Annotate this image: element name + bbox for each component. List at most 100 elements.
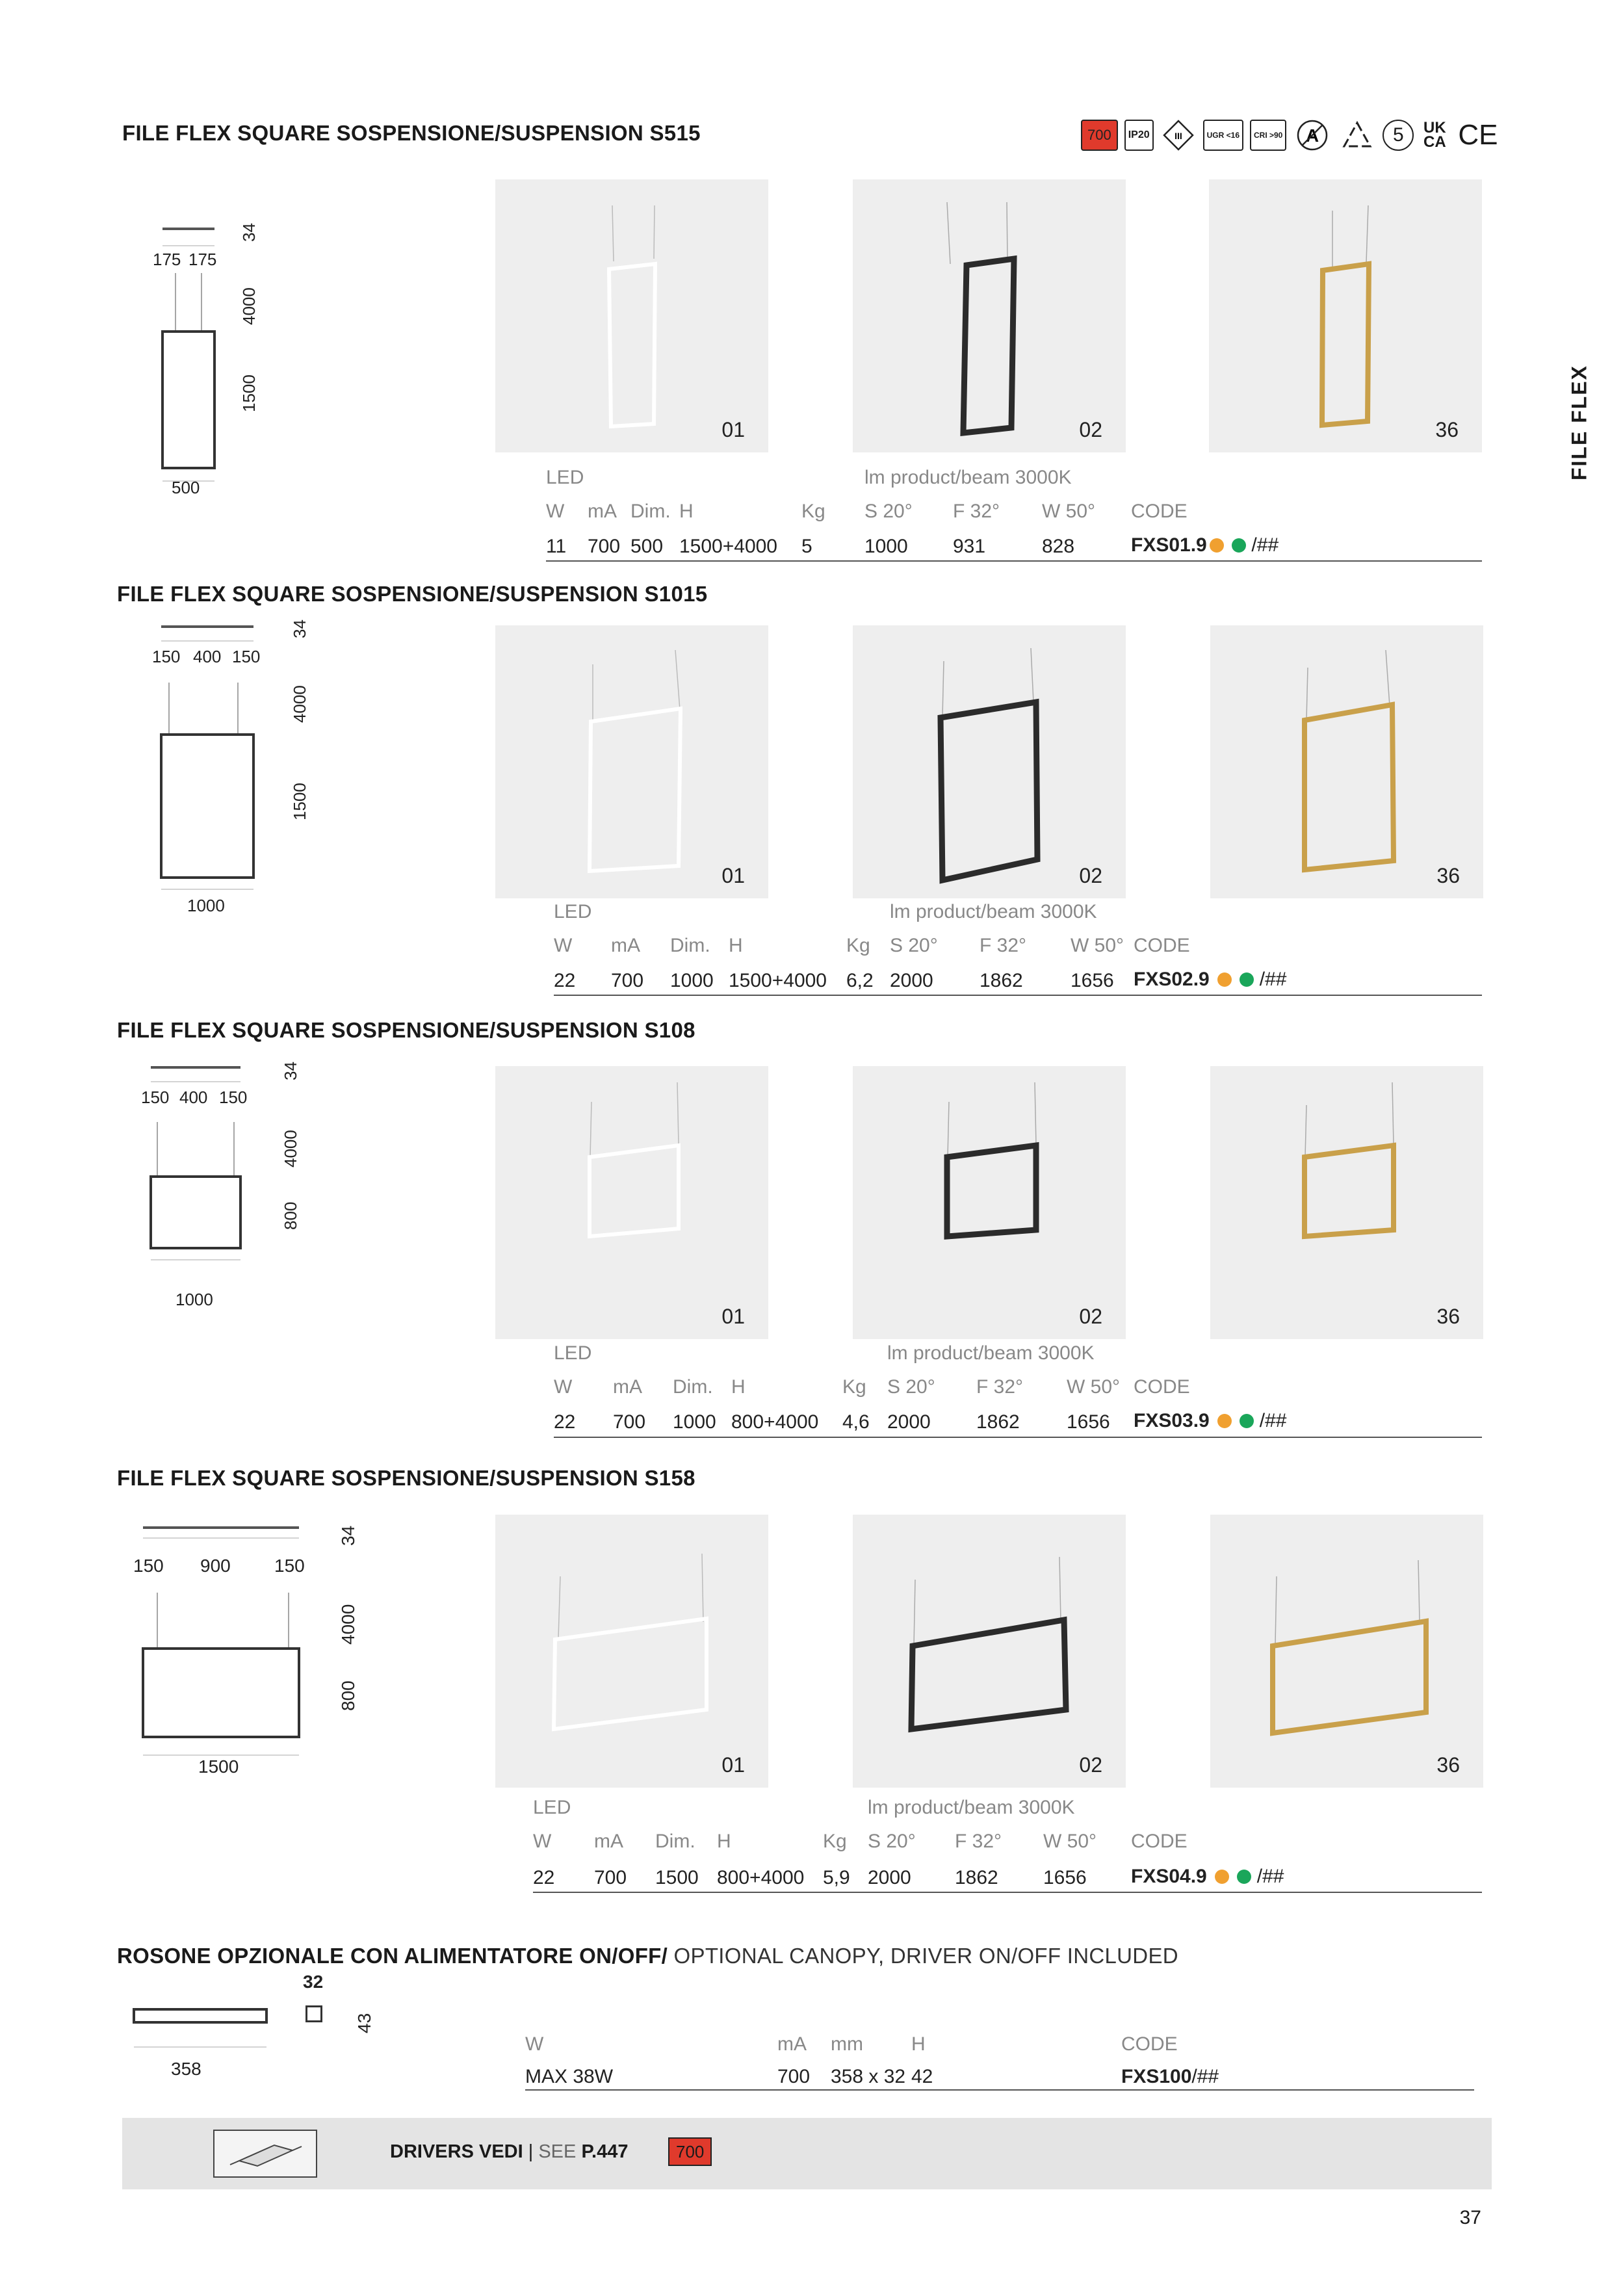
class-iii-icon: III	[1160, 120, 1197, 151]
spec-header-w: W	[554, 935, 573, 956]
dim-depth: 34	[281, 1062, 300, 1080]
recycle-icon	[1338, 120, 1376, 151]
spec-value-w: 22	[533, 1867, 555, 1888]
green-dot-icon	[1232, 538, 1247, 553]
certification-icons: 700 IP20 III UGR <16 CRI >90 A 5 UK CA C…	[1081, 116, 1500, 155]
spec-group-lumen: lm product/beam 3000K	[890, 901, 1097, 922]
energy-class-icon: A	[1293, 120, 1332, 151]
spec-value-ma: 700	[611, 970, 644, 991]
dim-top-2: 900	[200, 1556, 231, 1576]
dim-depth: 34	[239, 223, 259, 242]
green-dot-icon	[1237, 1870, 1252, 1884]
spec-header-w: W	[554, 1376, 573, 1398]
spec-value-dim: 1000	[670, 970, 714, 991]
spec-value-dim: 500	[630, 536, 664, 557]
spec-value-f32: 1862	[955, 1867, 998, 1888]
technical-drawing	[149, 618, 273, 904]
drivers-bar: DRIVERS VEDI | SEE P.447 700	[122, 2118, 1492, 2189]
spec-value-kg: 5	[801, 536, 812, 557]
section-title: FILE FLEX SQUARE SOSPENSIONE/SUSPENSION …	[117, 582, 708, 606]
dim-depth: 34	[338, 1525, 358, 1546]
finish-photo-gold: 36	[1210, 1515, 1483, 1788]
technical-drawing	[136, 1515, 305, 1775]
finish-photo-white: 01	[495, 1515, 768, 1788]
spec-value-w50: 1656	[1071, 970, 1114, 991]
spec-header-w50: W 50°	[1042, 501, 1096, 522]
spec-header-code: CODE	[1134, 1376, 1190, 1398]
finish-photo-gold: 36	[1210, 625, 1483, 898]
canopy-value-w: MAX 38W	[525, 2066, 614, 2087]
finish-photo-white: 01	[495, 1066, 768, 1339]
section-title: FILE FLEX SQUARE SOSPENSIONE/SUSPENSION …	[117, 1018, 695, 1042]
ce-icon: CE	[1458, 119, 1498, 151]
dim-width: 1500	[198, 1756, 239, 1777]
spec-header-w: W	[533, 1831, 552, 1852]
spec-value-s20: 1000	[864, 536, 908, 557]
spec-value-h: 800+4000	[717, 1867, 805, 1888]
spec-header-s20: S 20°	[868, 1831, 916, 1852]
spec-value-h: 1500+4000	[679, 536, 777, 557]
canopy-dim-height: 43	[354, 2013, 374, 2033]
dim-height: 800	[281, 1201, 300, 1230]
spec-group-led: LED	[554, 901, 592, 922]
product-code: FXS04.9 /##	[1131, 1866, 1284, 1887]
spec-header-code: CODE	[1134, 935, 1190, 956]
canopy-dim-depth: 32	[303, 1972, 324, 1992]
spec-header-dim: Dim.	[673, 1376, 713, 1398]
divider	[554, 995, 1482, 996]
ukca-icon: UK CA	[1423, 119, 1446, 151]
spec-group-lumen: lm product/beam 3000K	[868, 1797, 1075, 1818]
spec-header-kg: Kg	[842, 1376, 866, 1398]
canopy-value-ma: 700	[777, 2066, 811, 2087]
spec-header-dim: Dim.	[630, 501, 671, 522]
dim-top-1: 150	[141, 1088, 170, 1107]
section-title: FILE FLEX SQUARE SOSPENSIONE/SUSPENSION …	[122, 121, 701, 145]
spec-header-f32: F 32°	[953, 501, 1000, 522]
spec-header-code: CODE	[1131, 1831, 1188, 1852]
finish-photo-black: 02	[853, 1515, 1126, 1788]
spec-value-f32: 1862	[980, 970, 1023, 991]
spec-header-f32: F 32°	[976, 1376, 1024, 1398]
spec-header-h: H	[729, 935, 743, 956]
finish-photo-black: 02	[853, 179, 1126, 452]
dim-top-2: 400	[179, 1088, 208, 1107]
canopy-header-ma: mA	[777, 2033, 807, 2055]
orange-dot-icon	[1217, 972, 1232, 987]
spec-group-led: LED	[554, 1342, 592, 1364]
finish-photo-gold: 36	[1209, 179, 1482, 452]
side-category-label: FILE FLEX	[1567, 365, 1591, 480]
drivers-link[interactable]: DRIVERS VEDI | SEE P.447	[390, 2141, 629, 2162]
spec-value-s20: 2000	[868, 1867, 911, 1888]
canopy-header-w: W	[525, 2033, 544, 2055]
dim-top-2: 175	[188, 250, 217, 269]
spec-value-w: 22	[554, 970, 576, 991]
spec-header-w50: W 50°	[1067, 1376, 1121, 1398]
spec-value-dim: 1500	[655, 1867, 699, 1888]
canopy-header-h: H	[911, 2033, 926, 2055]
spec-value-s20: 2000	[890, 970, 933, 991]
spec-header-code: CODE	[1131, 501, 1188, 522]
ugr-icon: UGR <16	[1202, 120, 1243, 151]
spec-header-h: H	[731, 1376, 746, 1398]
spec-header-ma: mA	[613, 1376, 642, 1398]
dim-top-1: 150	[133, 1556, 164, 1576]
dim-top-3: 150	[232, 647, 261, 666]
canopy-section-icon	[305, 2005, 322, 2022]
spec-header-kg: Kg	[823, 1831, 847, 1852]
finish-photo-black: 02	[853, 625, 1126, 898]
product-code: FXS03.9 /##	[1134, 1410, 1287, 1431]
orange-dot-icon	[1215, 1870, 1230, 1884]
spec-value-ma: 700	[613, 1411, 646, 1433]
dim-top-1: 175	[153, 250, 181, 269]
driver-icon	[213, 2130, 317, 2178]
spec-header-w50: W 50°	[1043, 1831, 1097, 1852]
canopy-header-code: CODE	[1121, 2033, 1178, 2055]
spec-group-lumen: lm product/beam 3000K	[864, 467, 1072, 488]
spec-header-s20: S 20°	[887, 1376, 935, 1398]
spec-header-f32: F 32°	[980, 935, 1027, 956]
canopy-dim-width: 358	[171, 2059, 201, 2079]
spec-header-w: W	[546, 501, 565, 522]
dim-height: 1500	[290, 783, 309, 820]
finish-photo-gold: 36	[1210, 1066, 1483, 1339]
dim-top-3: 150	[274, 1556, 305, 1576]
